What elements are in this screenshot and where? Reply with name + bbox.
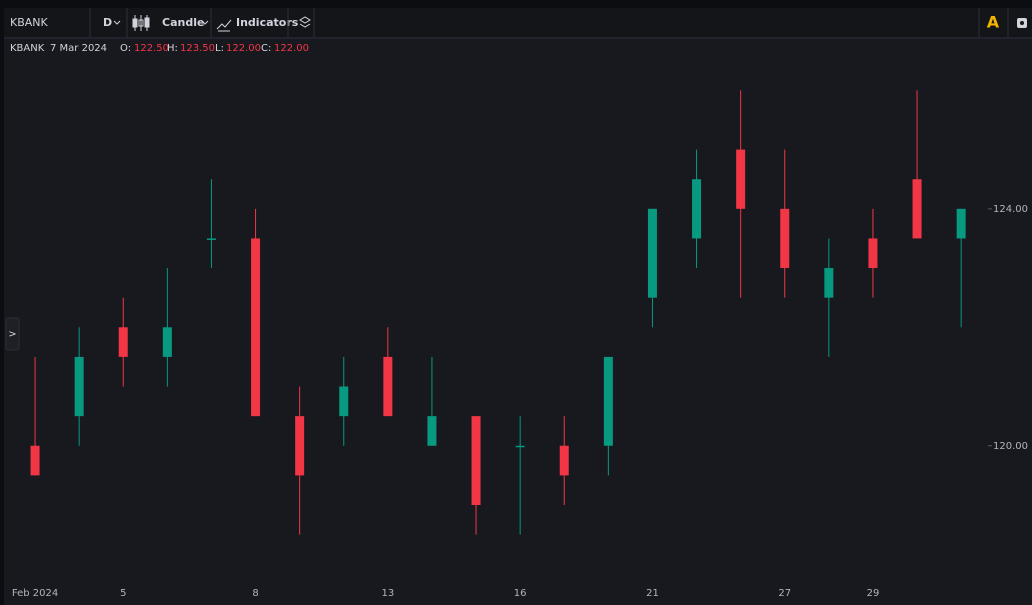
candle-body <box>912 179 922 239</box>
candle-body <box>956 208 966 239</box>
chevron <box>201 20 209 25</box>
candle-body <box>383 356 393 417</box>
legend-open-label: O: <box>120 43 131 54</box>
toolbar <box>4 8 1032 38</box>
x-tick-label: 16 <box>514 588 527 599</box>
legend-high-label: H: <box>167 43 178 54</box>
legend-low-label: L: <box>215 43 224 54</box>
candle-body <box>692 179 702 239</box>
candle-body <box>74 356 84 417</box>
y-tick-label: 124.00 <box>993 204 1028 215</box>
x-tick-label: 21 <box>646 588 659 599</box>
candle-body <box>868 238 878 269</box>
x-tick-label: 5 <box>120 588 126 599</box>
candle-body <box>30 445 40 476</box>
candle-body <box>251 238 261 417</box>
candle-body <box>427 416 437 446</box>
legend-low: 122.00 <box>226 43 261 54</box>
chart-style[interactable]: Candle <box>162 16 204 29</box>
x-tick-label: 8 <box>252 588 258 599</box>
legend-high: 123.50 <box>180 43 215 54</box>
candle-body <box>206 238 216 240</box>
candle-body <box>559 445 569 476</box>
legend-symbol: KBANK <box>10 43 45 54</box>
sidebar-toggle[interactable] <box>5 317 20 351</box>
sidebar-toggle-label[interactable]: > <box>8 329 16 340</box>
x-tick-label: 13 <box>381 588 394 599</box>
legend-open: 122.50 <box>134 43 169 54</box>
x-tick-label: 29 <box>867 588 880 599</box>
candle-body <box>339 386 349 417</box>
chevron <box>113 20 121 25</box>
candle-body <box>824 268 834 298</box>
alert-badge[interactable]: A <box>987 13 1000 32</box>
candle-body <box>736 149 746 209</box>
layers-icon[interactable] <box>299 16 311 28</box>
candle-body <box>603 356 613 446</box>
candle-body <box>780 208 790 269</box>
candle-icon[interactable] <box>132 15 150 31</box>
candle-body <box>647 208 657 298</box>
candle-body <box>162 327 172 357</box>
y-tick-label: 120.00 <box>993 441 1028 452</box>
candle-body <box>471 416 481 505</box>
candle-body <box>118 327 128 357</box>
x-tick-label: 27 <box>778 588 791 599</box>
legend-close-label: C: <box>261 43 271 54</box>
legend-close: 122.00 <box>274 43 309 54</box>
indicators-button[interactable]: Indicators <box>236 16 299 29</box>
indicators-icon[interactable] <box>216 19 232 32</box>
candle-body <box>295 416 305 476</box>
settings-icon-dot <box>1020 21 1024 25</box>
candle-body <box>515 445 525 448</box>
legend-date: 7 Mar 2024 <box>50 43 107 54</box>
x-tick-label: Feb 2024 <box>12 588 58 599</box>
chart-background <box>4 8 1032 605</box>
interval[interactable]: D <box>103 16 112 29</box>
symbol[interactable]: KBANK <box>10 16 49 29</box>
